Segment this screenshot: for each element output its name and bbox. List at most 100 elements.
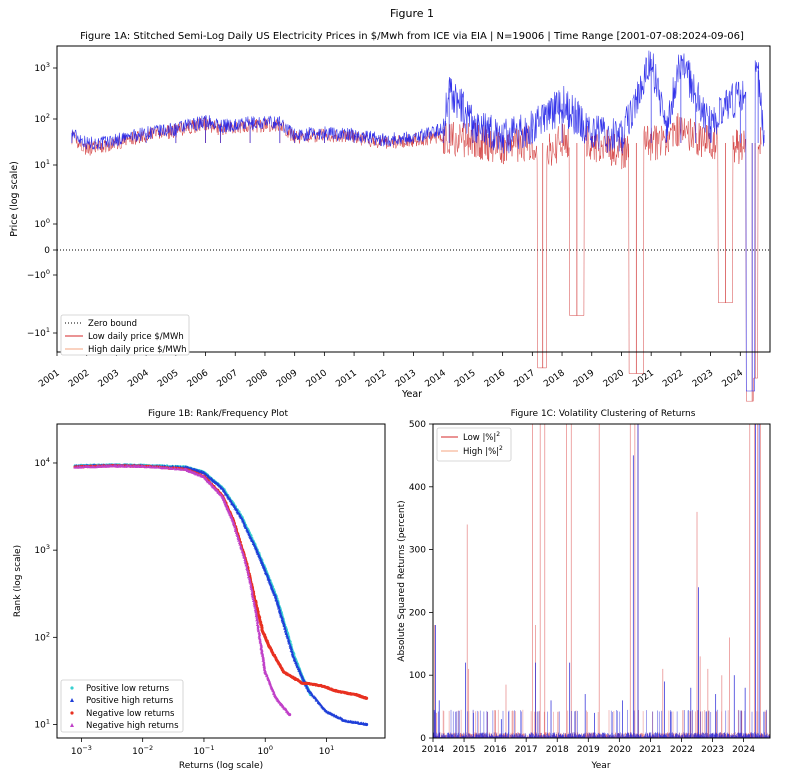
fig1a-ytick-label-6: −101 (27, 326, 50, 339)
fig1a-ylabel: Price (log scale) (9, 161, 20, 237)
fig1b-point (250, 590, 254, 594)
fig1b-ytick-label-2: 103 (34, 543, 50, 556)
fig1c-ytick-label-1: 100 (409, 671, 426, 681)
fig1a-ytick-label-0: 103 (34, 61, 50, 74)
fig1b-point (263, 568, 267, 572)
fig1b-point (234, 530, 238, 534)
fig1b-xtick-label-1: 10−2 (132, 744, 153, 757)
fig1a-ytick-label-4: 0 (44, 246, 50, 256)
fig1a-xtick-label-5: 2006 (186, 368, 211, 389)
fig1a-legend: Zero bound Low daily price $/MWh High da… (60, 314, 190, 356)
fig1b-point (248, 581, 253, 585)
fig1c-legend: Low |%|2 High |%|2 (436, 427, 512, 462)
legend-label-neg-high: Negative high returns (86, 721, 179, 731)
fig1b-ylabel: Rank (log scale) (13, 545, 23, 617)
fig1b-title: Figure 1B: Rank/Frequency Plot (148, 409, 288, 419)
fig1b-series-end-3 (288, 712, 292, 717)
fig1c-ytick-label-5: 500 (409, 420, 426, 430)
fig1b-point (244, 526, 248, 529)
legend-label-pos-low: Positive low returns (86, 684, 170, 694)
legend-marker-neg-high (70, 723, 74, 727)
fig1a-xtick-label-15: 2016 (483, 368, 508, 389)
fig1b-point (292, 656, 296, 660)
fig1a-xtick-label-7: 2008 (245, 368, 270, 389)
fig1c-xtick-label-1: 2015 (453, 745, 476, 755)
fig1b-xlabel: Returns (log scale) (179, 761, 263, 771)
legend-marker-pos-high (70, 698, 74, 702)
fig1b-xtick-label-2: 10−1 (193, 744, 214, 757)
fig1b-point (246, 569, 250, 573)
fig1b-point (248, 578, 252, 582)
fig1c-ytick-label-3: 300 (409, 546, 426, 556)
fig1b-point (155, 465, 159, 469)
fig1b-point (267, 578, 271, 582)
fig1c-chart: Figure 1C: Volatility Clustering of Retu… (397, 409, 771, 771)
fig1a-xtick-label-22: 2023 (691, 368, 715, 389)
fig1c-xtick-label-6: 2020 (608, 745, 631, 755)
fig1c-ytick-label-4: 400 (409, 483, 426, 493)
fig1b-point (243, 558, 247, 561)
fig1b-point (247, 576, 251, 580)
legend-label-zero: Zero bound (88, 319, 137, 329)
fig1b-point (284, 632, 288, 635)
legend-label-high-sq: High |%|2 (463, 445, 503, 457)
legend-label-pos-high: Positive high returns (86, 696, 174, 706)
fig1b-point (250, 592, 254, 596)
fig1a-title: Figure 1A: Stitched Semi-Log Daily US El… (80, 31, 744, 42)
fig1c-frame (432, 423, 771, 739)
fig1b-point (269, 583, 273, 587)
fig1a-xtick-label-12: 2013 (394, 368, 418, 389)
fig1a-ytick-label-3: 100 (34, 217, 50, 230)
fig1a-xtick-label-9: 2010 (305, 368, 330, 389)
fig1a-plot-area (57, 46, 770, 352)
fig1b-point (255, 615, 259, 619)
fig1b-point (249, 583, 253, 587)
fig1b-point (242, 555, 246, 559)
fig1a-xtick-label-4: 2005 (156, 368, 180, 389)
fig1a-xlabel: Year (401, 389, 422, 400)
fig1b-xtick-label-3: 100 (257, 744, 273, 757)
fig1b-point (256, 627, 260, 631)
fig1b-point (250, 593, 254, 597)
fig1b-point (236, 535, 240, 539)
fig1b-frame (56, 423, 386, 739)
fig1b-point (240, 547, 244, 551)
fig1a-chart: Figure 1A: Stitched Semi-Log Daily US El… (9, 31, 771, 402)
fig1b-point (231, 520, 236, 524)
legend-label-high: High daily price $/MWh (88, 345, 187, 355)
fig1b-ytick-label-0: 101 (34, 717, 50, 730)
fig1b-point (262, 665, 267, 669)
fig1a-xtick-label-19: 2020 (602, 368, 627, 389)
fig1b-point (290, 649, 294, 653)
legend-label-neg-low: Negative low returns (86, 709, 175, 719)
fig1b-point (243, 561, 248, 565)
fig1c-xtick-label-10: 2024 (732, 745, 755, 755)
fig1b-point (236, 537, 240, 541)
fig1a-xtick-label-0: 2001 (37, 368, 61, 389)
fig1b-series-end-2 (364, 696, 369, 700)
fig1b-point (293, 659, 297, 663)
fig1c-ytick-label-2: 200 (409, 608, 426, 618)
fig1b-ytick-label-1: 102 (34, 630, 50, 643)
fig1c-xtick-label-5: 2019 (577, 745, 600, 755)
fig1b-point (165, 466, 169, 470)
fig1c-plot-area (433, 424, 770, 738)
figure-title: Figure 1 (390, 7, 434, 20)
fig1b-point (251, 540, 255, 544)
fig1b-point (252, 602, 256, 606)
fig1b-point (226, 508, 230, 512)
fig1b-point (237, 540, 242, 544)
fig1b-point (274, 596, 278, 600)
fig1b-point (253, 543, 257, 547)
fig1b-point (256, 625, 260, 628)
fig1c-ylabel: Absolute Squared Returns (percent) (397, 500, 407, 661)
fig1b-point (230, 516, 234, 520)
fig1b-point (239, 544, 243, 548)
fig1b-point (246, 572, 251, 576)
fig1a-xtick-label-8: 2009 (275, 368, 300, 389)
fig1c-xlabel: Year (590, 761, 610, 771)
fig1b-point (265, 572, 269, 576)
fig1b-point (257, 631, 261, 635)
fig1b-point (268, 682, 272, 685)
